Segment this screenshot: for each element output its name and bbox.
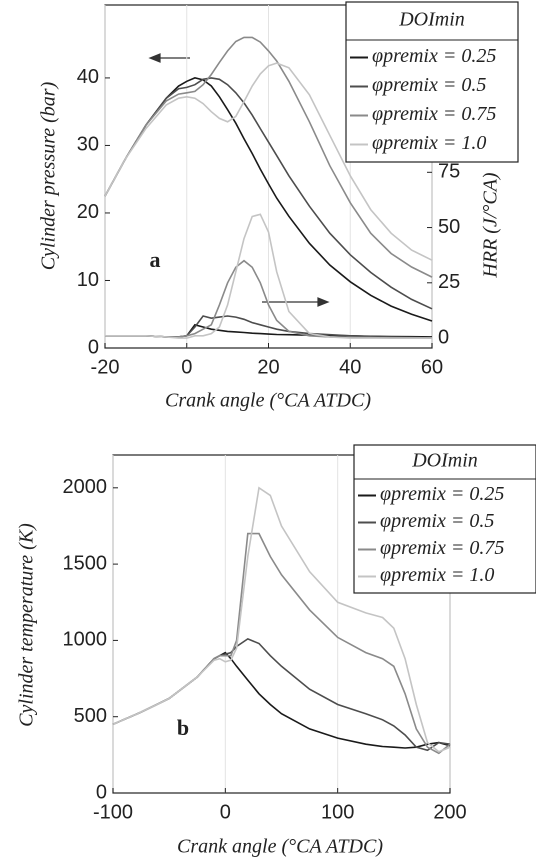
x-tick-label: 20 <box>257 356 279 378</box>
x-tick-label: -20 <box>91 356 120 378</box>
x-tick-label: 40 <box>339 356 361 378</box>
y-axis-label: Cylinder pressure (bar) <box>38 81 60 270</box>
series-line <box>104 36 433 278</box>
y-tick-label: 40 <box>77 66 99 88</box>
y-tick-label: 30 <box>77 134 99 156</box>
series-line <box>112 637 451 752</box>
legend-box <box>353 444 536 594</box>
y-axis-label: Cylinder temperature (K) <box>16 523 38 727</box>
legend-label: φpremix = 0.75 <box>380 537 504 559</box>
arrow-right <box>262 297 330 307</box>
x-axis-label: Crank angle (°CA ATDC) <box>177 836 383 858</box>
y-tick-label: 20 <box>77 201 99 223</box>
y-tick-label: 500 <box>74 705 107 727</box>
y2-tick-label: 0 <box>438 326 449 348</box>
y-tick-label: 10 <box>77 269 99 291</box>
y2-tick-label: 50 <box>438 216 460 238</box>
y-tick-label: 0 <box>96 781 107 803</box>
legend-label: φpremix = 0.25 <box>372 45 496 67</box>
x-tick-label: 200 <box>433 801 466 823</box>
y-tick-label: 1500 <box>63 552 108 574</box>
series-line <box>112 486 451 753</box>
series-line <box>104 62 433 261</box>
arrow-left <box>148 53 190 63</box>
legend-label: φpremix = 0.5 <box>380 510 494 532</box>
y2-axis-label: HRR (J/°CA) <box>480 172 502 279</box>
legend-box <box>345 1 519 163</box>
y2-tick-label: 25 <box>438 271 460 293</box>
y2-tick-label: 75 <box>438 161 460 183</box>
x-tick-label: 0 <box>220 801 231 823</box>
x-tick-label: 100 <box>321 801 354 823</box>
y-tick-label: 1000 <box>63 629 108 651</box>
legend-label: φpremix = 0.75 <box>372 103 496 125</box>
series-line <box>105 213 432 339</box>
legend-label: φpremix = 0.25 <box>380 483 504 505</box>
annotation: a <box>150 247 161 272</box>
legend-label: φpremix = 1.0 <box>372 132 486 154</box>
series-line <box>104 77 433 322</box>
y-tick-label: 2000 <box>63 476 108 498</box>
x-tick-label: 0 <box>181 356 192 378</box>
legend-label: φpremix = 1.0 <box>380 564 494 586</box>
x-tick-label: 60 <box>421 356 443 378</box>
legend-title: DOImin <box>411 450 478 472</box>
legend-label: φpremix = 0.5 <box>372 74 486 96</box>
annotation: b <box>177 715 189 740</box>
legend-title: DOImin <box>398 9 465 31</box>
x-tick-label: -100 <box>93 801 133 823</box>
x-axis-label: Crank angle (°CA ATDC) <box>165 390 371 412</box>
y-tick-label: 0 <box>88 336 99 358</box>
